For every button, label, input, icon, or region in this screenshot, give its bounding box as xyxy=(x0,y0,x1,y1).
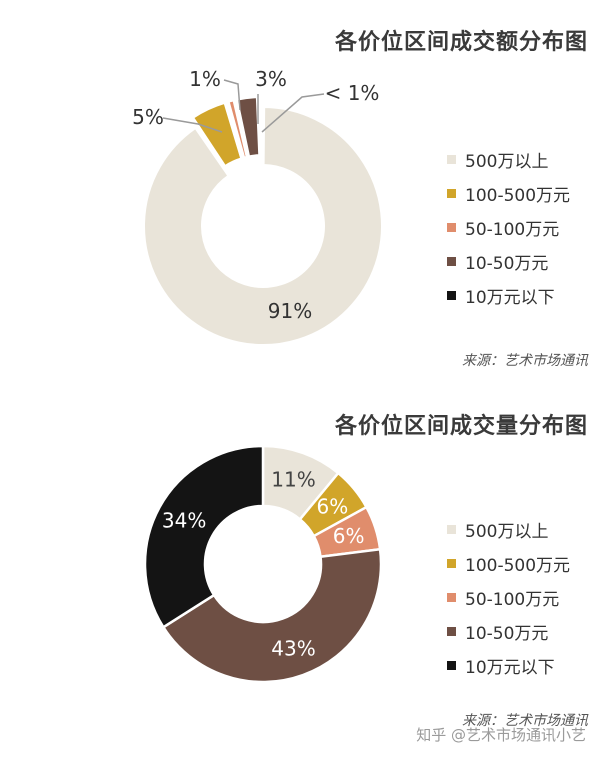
legend-1-swatch xyxy=(447,256,456,266)
chart-2-data-label: 43% xyxy=(271,637,315,661)
chart-2-data-label: 34% xyxy=(162,509,206,533)
chart-2-source: 来源：艺术市场通讯 xyxy=(462,713,588,729)
chart-1-data-label: 5% xyxy=(132,105,164,129)
legend-2-swatch xyxy=(447,626,456,636)
chart-2-slice xyxy=(143,444,265,629)
chart-1-donut: 91% 5% 1% 3% < 1% xyxy=(132,67,383,346)
chart-1-slice xyxy=(259,95,264,157)
chart-2-slice xyxy=(161,547,383,684)
legend-2-label: 10-50万元 xyxy=(465,623,549,644)
chart-1-leader-line xyxy=(223,79,241,111)
chart-2-donut: 11%6%6%43%34% xyxy=(143,444,383,684)
chart-2-title: 各价位区间成交量分布图 xyxy=(334,414,588,439)
legend-1-swatch xyxy=(447,188,456,198)
legend-2-item: 10-50万元 xyxy=(447,614,570,648)
legend-2-label: 100-500万元 xyxy=(465,555,571,576)
chart-1-data-label: < 1% xyxy=(325,81,380,105)
legend-1-item: 100-500万元 xyxy=(447,176,570,210)
chart-1-slice xyxy=(235,96,261,158)
legend-1-label: 50-100万元 xyxy=(465,219,560,240)
legend-2-swatch xyxy=(447,524,456,534)
legend-1-item: 50-100万元 xyxy=(447,210,570,244)
chart-1-slice xyxy=(143,105,383,346)
legend-1-swatch xyxy=(447,154,456,164)
legend-2-item: 100-500万元 xyxy=(447,546,570,580)
legend-2: 500万以上 100-500万元 50-100万元 10-50万元 10万元以下 xyxy=(447,512,570,682)
legend-2-swatch xyxy=(447,660,456,670)
legend-1-label: 100-500万元 xyxy=(465,185,571,206)
legend-2-label: 50-100万元 xyxy=(465,589,560,610)
legend-1-swatch xyxy=(447,290,456,300)
legend-1: 500万以上 100-500万元 50-100万元 10-50万元 10万元以下 xyxy=(447,142,570,312)
legend-1-swatch xyxy=(447,222,456,232)
chart-1-data-label: 3% xyxy=(255,67,287,91)
legend-1-item: 10万元以下 xyxy=(447,278,570,312)
chart-1-data-label: 1% xyxy=(189,67,221,91)
legend-1-item: 500万以上 xyxy=(447,142,570,176)
chart-1-slice xyxy=(227,99,248,159)
legend-2-label: 10万元以下 xyxy=(465,657,555,678)
chart-2-data-label: 6% xyxy=(333,524,365,548)
legend-2-label: 500万以上 xyxy=(465,521,549,542)
legend-2-swatch xyxy=(447,558,456,568)
chart-1-title: 各价位区间成交额分布图 xyxy=(334,30,588,55)
legend-2-swatch xyxy=(447,592,456,602)
legend-1-label: 10万元以下 xyxy=(465,287,555,308)
chart-1-data-label: 91% xyxy=(268,299,312,323)
legend-2-item: 500万以上 xyxy=(447,512,570,546)
watermark: 知乎 @艺术市场通讯小艺 xyxy=(416,726,586,744)
chart-1-source: 来源：艺术市场通讯 xyxy=(462,353,588,369)
chart-2-data-label: 6% xyxy=(316,495,348,519)
legend-2-item: 50-100万元 xyxy=(447,580,570,614)
chart-1-leader-line xyxy=(162,117,223,133)
chart-1-slice xyxy=(191,101,243,168)
legend-2-item: 10万元以下 xyxy=(447,648,570,682)
legend-1-item: 10-50万元 xyxy=(447,244,570,278)
chart-1-leader-line xyxy=(261,93,325,133)
legend-1-label: 10-50万元 xyxy=(465,253,549,274)
legend-1-label: 500万以上 xyxy=(465,151,549,172)
chart-2-data-label: 11% xyxy=(271,467,315,491)
